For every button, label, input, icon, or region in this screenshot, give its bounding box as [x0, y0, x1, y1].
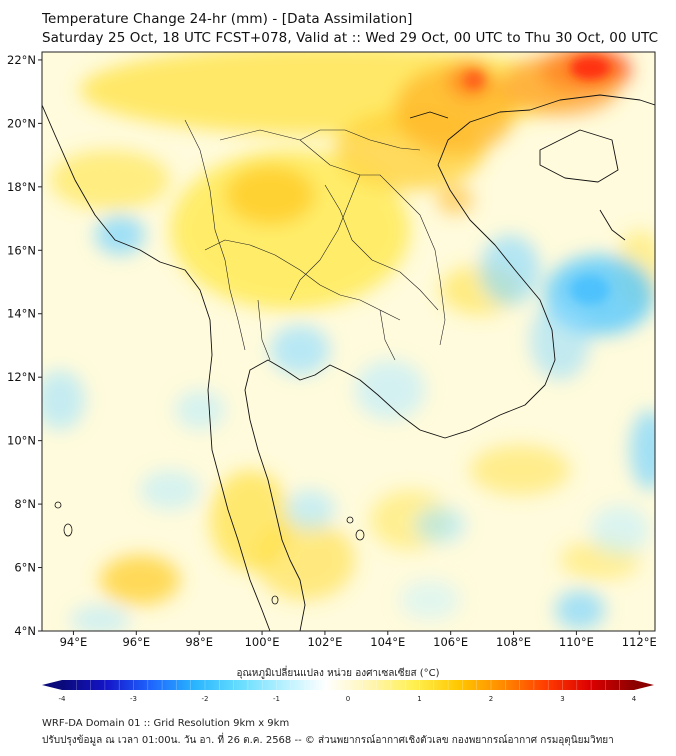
- borders: [184, 119, 446, 361]
- colorbar-tick-label: -2: [202, 695, 209, 703]
- colorbar-tick-label: 3: [560, 695, 564, 703]
- colorbar-gradient: [62, 680, 634, 690]
- lat-tick-label: 8°N: [14, 497, 36, 511]
- colorbar-tick-label: 2: [489, 695, 493, 703]
- lon-tick-label: 108°E: [496, 635, 531, 649]
- colorbar: -4 -3 -2 -1 0 1 2 3 4: [42, 680, 654, 703]
- chart-subtitle: Saturday 25 Oct, 18 UTC FCST+078, Valid …: [42, 30, 659, 46]
- colorbar-tick-label: -4: [59, 695, 67, 703]
- lon-tick-label: 110°E: [559, 635, 594, 649]
- coastlines: [42, 94, 655, 631]
- temperature-field: [42, 52, 655, 631]
- lon-tick-label: 94°E: [60, 635, 88, 649]
- colorbar-title: อุณหภูมิเปลี่ยนแปลง หน่วย องศาเซลเซียส (…: [236, 668, 440, 679]
- lat-tick-label: 6°N: [14, 561, 36, 575]
- islands: [54, 501, 365, 605]
- axis-labels: 4°N 6°N 8°N 10°N 12°N 14°N 16°N 18°N 20°N 22°N 94°…: [7, 53, 657, 649]
- lon-tick-label: 112°E: [622, 635, 657, 649]
- lat-tick-label: 18°N: [7, 180, 36, 194]
- colorbar-left-arrow: [42, 680, 62, 690]
- lat-tick-label: 10°N: [7, 434, 36, 448]
- lon-tick-label: 96°E: [122, 635, 150, 649]
- chart-title: Temperature Change 24-hr (mm) - [Data As…: [42, 11, 413, 27]
- lat-tick-label: 14°N: [7, 307, 36, 321]
- footer-model-info: WRF-DA Domain 01 :: Grid Resolution 9km …: [42, 718, 290, 729]
- map-frame: [41, 51, 656, 632]
- lat-tick-label: 20°N: [7, 116, 36, 130]
- colorbar-tick-label: 1: [417, 695, 421, 703]
- colorbar-right-arrow: [634, 680, 654, 690]
- lon-tick-label: 102°E: [307, 635, 342, 649]
- lon-tick-label: 106°E: [433, 635, 468, 649]
- colorbar-tick-label: 4: [632, 695, 637, 703]
- lat-tick-label: 4°N: [14, 624, 36, 638]
- lon-tick-label: 98°E: [185, 635, 213, 649]
- lon-tick-label: 100°E: [245, 635, 280, 649]
- colorbar-tick-label: -1: [273, 695, 280, 703]
- lat-tick-label: 12°N: [7, 370, 36, 384]
- colorbar-tick-label: -3: [130, 695, 137, 703]
- lon-tick-label: 104°E: [370, 635, 405, 649]
- lat-tick-label: 22°N: [7, 53, 36, 67]
- lat-tick-label: 16°N: [7, 243, 36, 257]
- footer-credit: ปรับปรุงข้อมูล ณ เวลา 01:00น. วัน อา. ที…: [42, 735, 614, 746]
- colorbar-tick-label: 0: [346, 695, 350, 703]
